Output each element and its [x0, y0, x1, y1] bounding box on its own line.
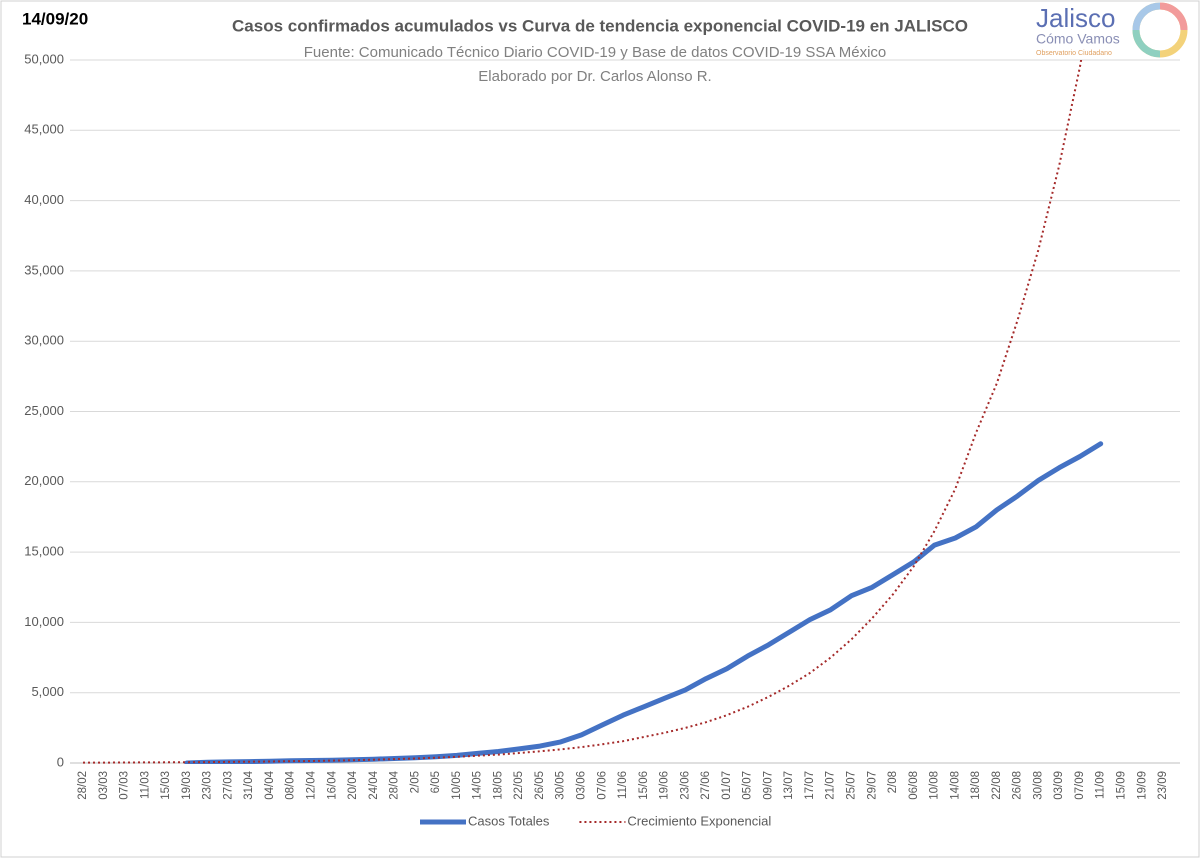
- x-tick-label: 26/08: [1012, 771, 1024, 800]
- chart-title: Casos confirmados acumulados vs Curva de…: [232, 16, 968, 35]
- x-tick-label: 28/04: [389, 770, 401, 799]
- y-tick-label: 5,000: [31, 684, 64, 699]
- y-tick-label: 45,000: [24, 122, 64, 137]
- y-tick-label: 10,000: [24, 614, 64, 629]
- x-tick-label: 29/07: [866, 771, 878, 800]
- logo-arc: [1132, 29, 1161, 58]
- x-tick-label: 27/03: [222, 771, 234, 800]
- x-tick-label: 28/02: [77, 771, 89, 800]
- x-tick-label: 01/07: [721, 771, 733, 800]
- x-tick-label: 18/08: [970, 771, 982, 800]
- x-tick-label: 21/07: [825, 771, 837, 800]
- date-stamp: 14/09/20: [22, 9, 88, 28]
- y-tick-label: 0: [57, 754, 64, 769]
- x-tick-label: 11/09: [1095, 771, 1107, 799]
- x-tick-label: 20/04: [347, 770, 359, 799]
- x-tick-label: 2/05: [409, 771, 421, 793]
- x-tick-label: 25/07: [845, 771, 857, 800]
- x-tick-label: 13/07: [783, 771, 795, 800]
- plot-area: [83, 60, 1104, 764]
- x-tick-label: 12/04: [305, 770, 317, 799]
- logo-arc: [1159, 2, 1188, 31]
- x-tick-label: 19/06: [659, 771, 671, 800]
- y-tick-label: 30,000: [24, 333, 64, 348]
- x-tick-label: 15/03: [160, 771, 172, 800]
- x-tick-label: 6/05: [430, 771, 442, 793]
- x-tick-label: 23/03: [202, 771, 214, 800]
- x-tick-label: 16/04: [326, 770, 338, 799]
- x-tick-label: 07/06: [596, 771, 608, 800]
- x-tick-label: 22/08: [991, 771, 1003, 800]
- x-tick-label: 06/08: [908, 771, 920, 800]
- x-tick-label: 04/04: [264, 770, 276, 799]
- x-tick-label: 10/08: [929, 771, 941, 800]
- x-tick-label: 14/05: [472, 771, 484, 800]
- x-tick-label: 19/09: [1136, 771, 1148, 800]
- legend-label: Casos Totales: [468, 813, 550, 828]
- x-tick-label: 19/03: [181, 771, 193, 800]
- logo-arc: [1132, 2, 1161, 31]
- y-tick-label: 50,000: [24, 51, 64, 66]
- x-tick-label: 11/03: [139, 771, 151, 799]
- y-tick-label: 40,000: [24, 192, 64, 207]
- x-tick-label: 27/06: [700, 771, 712, 800]
- x-tick-label: 23/09: [1157, 771, 1169, 800]
- x-tick-label: 2/08: [887, 771, 899, 793]
- series-line: [184, 441, 1104, 764]
- x-tick-label: 24/04: [368, 770, 380, 799]
- x-tick-label: 23/06: [679, 771, 691, 800]
- x-tick-label: 10/05: [451, 771, 463, 800]
- y-tick-label: 25,000: [24, 403, 64, 418]
- x-tick-label: 18/05: [492, 771, 504, 800]
- legend-label: Crecimiento Exponencial: [627, 813, 771, 828]
- x-tick-label: 14/08: [949, 771, 961, 800]
- series-line: [83, 60, 1083, 764]
- x-tick-label: 30/05: [555, 771, 567, 800]
- chart-subtitle: Fuente: Comunicado Técnico Diario COVID-…: [304, 44, 887, 61]
- x-tick-label: 07/09: [1074, 771, 1086, 800]
- x-tick-label: 09/07: [762, 771, 774, 800]
- x-tick-label: 15/09: [1115, 771, 1127, 800]
- x-tick-label: 11/06: [617, 771, 629, 799]
- chart-note: Elaborado por Dr. Carlos Alonso R.: [478, 68, 711, 85]
- x-tick-label: 30/08: [1032, 771, 1044, 800]
- x-tick-label: 22/05: [513, 771, 525, 800]
- logo: Jalisco Cómo Vamos Observatorio Ciudadan…: [1036, 2, 1188, 58]
- x-tick-label: 31/04: [243, 770, 255, 799]
- x-tick-label: 03/06: [575, 771, 587, 800]
- logo-subtitle: Cómo Vamos: [1036, 31, 1120, 47]
- x-tick-label: 03/03: [98, 771, 110, 800]
- x-tick-label: 15/06: [638, 771, 650, 800]
- x-tick-label: 26/05: [534, 771, 546, 800]
- x-tick-label: 07/03: [119, 771, 131, 800]
- x-tick-label: 03/09: [1053, 771, 1065, 800]
- logo-name: Jalisco: [1036, 3, 1115, 33]
- logo-tagline: Observatorio Ciudadano: [1036, 50, 1112, 57]
- y-tick-label: 20,000: [24, 473, 64, 488]
- x-tick-label: 17/07: [804, 771, 816, 800]
- y-tick-label: 35,000: [24, 262, 64, 277]
- x-tick-label: 08/04: [285, 770, 297, 799]
- x-tick-label: 05/07: [742, 771, 754, 800]
- y-tick-label: 15,000: [24, 544, 64, 559]
